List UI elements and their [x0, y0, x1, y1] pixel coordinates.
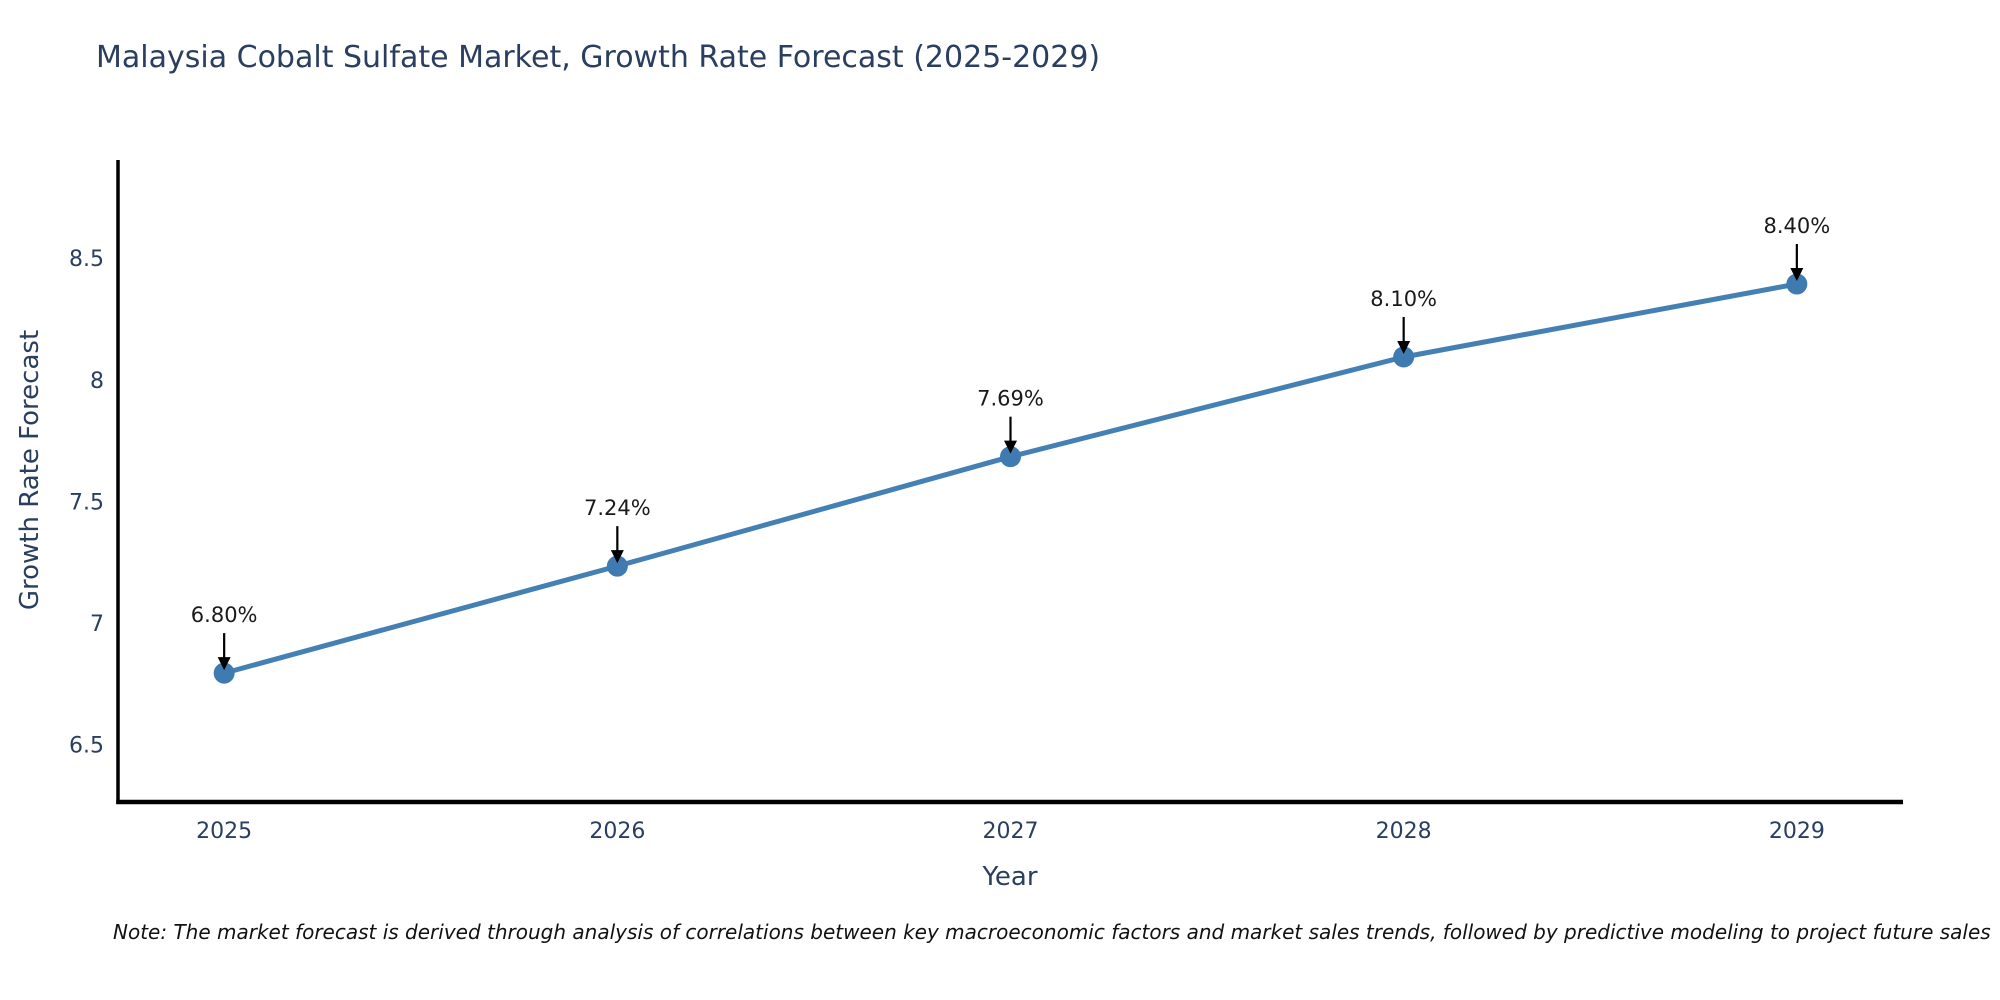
data-point-marker: [1786, 273, 1808, 295]
data-point-marker: [1393, 346, 1415, 368]
y-tick-label: 8.5: [69, 247, 104, 272]
y-axis-title: Growth Rate Forecast: [15, 329, 45, 611]
x-tick-label: 2027: [983, 819, 1039, 844]
x-axis-title: Year: [982, 862, 1038, 892]
data-point-marker: [1000, 446, 1021, 468]
y-tick-label: 7.5: [69, 490, 104, 515]
y-tick-label: 6.5: [69, 734, 104, 759]
x-tick-label: 2026: [589, 819, 645, 844]
annotation-arrow-head: [1004, 440, 1017, 454]
point-label: 6.80%: [191, 603, 258, 627]
chart-title: Malaysia Cobalt Sulfate Market, Growth R…: [96, 40, 1101, 75]
point-label: 7.24%: [584, 496, 651, 520]
data-point-marker: [606, 555, 628, 577]
x-tick-label: 2028: [1376, 819, 1432, 844]
x-tick-label: 2029: [1769, 819, 1825, 844]
point-label: 8.10%: [1370, 287, 1437, 311]
footnote: Note: The market forecast is derived thr…: [113, 920, 1991, 944]
annotation-arrow-head: [610, 550, 624, 564]
data-point-marker: [213, 662, 235, 684]
y-tick-label: 7: [90, 612, 104, 637]
trace-line: [221, 281, 1800, 676]
x-tick-label: 2025: [196, 819, 252, 844]
y-tick-label: 8: [90, 369, 104, 394]
annotation-arrow-head: [1790, 268, 1804, 282]
annotation-arrow-head: [1397, 340, 1411, 354]
annotation-arrow-head: [217, 657, 231, 671]
point-label: 7.69%: [977, 387, 1044, 411]
point-label: 8.40%: [1763, 214, 1830, 238]
